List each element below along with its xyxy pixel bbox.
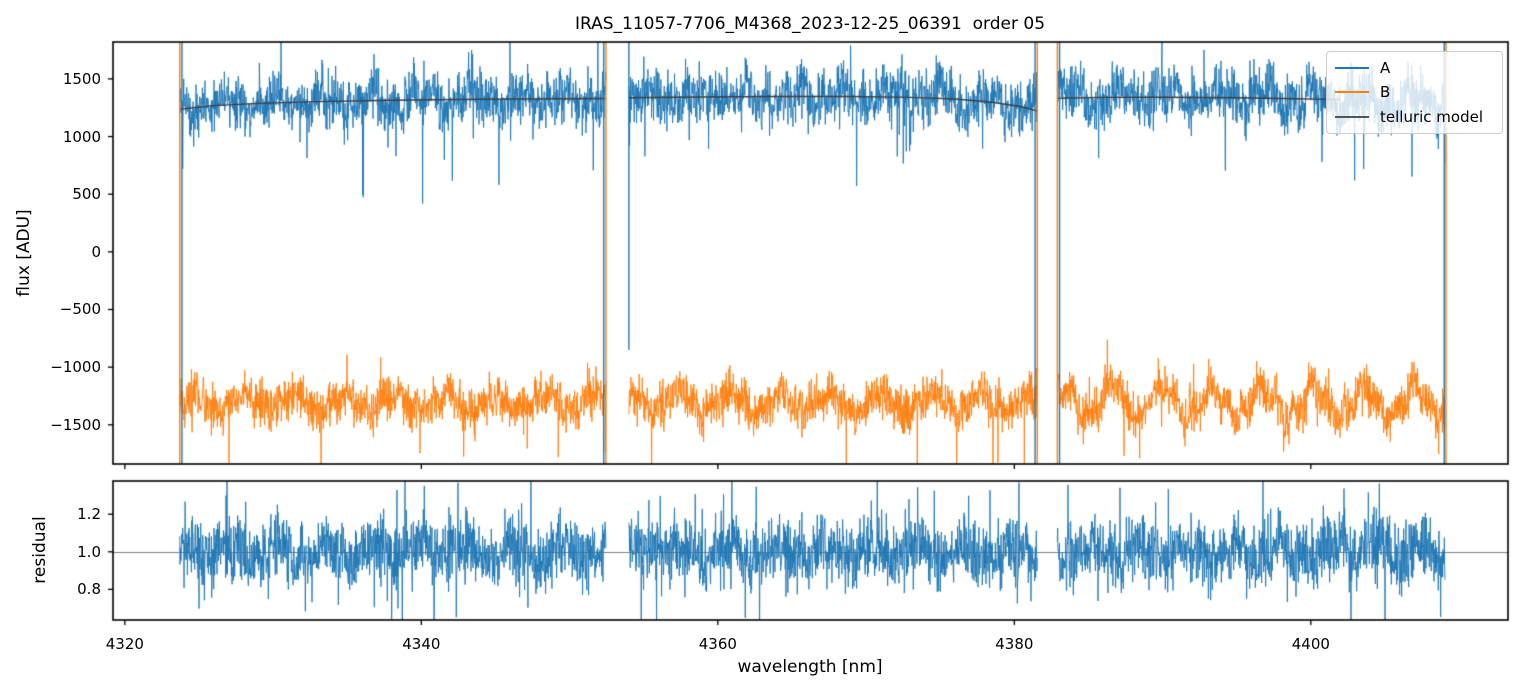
- flux-tick-label: 0: [91, 242, 101, 261]
- flux-tick-label: −1500: [50, 415, 101, 434]
- x-tick-label: 4320: [105, 635, 144, 653]
- legend-label-telluric-model: telluric model: [1380, 107, 1484, 126]
- legend-item-b: B: [1335, 83, 1494, 101]
- residual-tick-label: 1.2: [77, 505, 101, 524]
- x-axis-label: wavelength [nm]: [737, 657, 883, 677]
- x-tick-label: 4380: [995, 635, 1034, 653]
- flux-tick-label: −500: [59, 300, 101, 319]
- legend-label-a: A: [1380, 59, 1391, 78]
- x-tick-label: 4360: [698, 635, 737, 653]
- flux-tick-label: 1000: [62, 127, 101, 146]
- legend-line-telluric-icon: [1335, 115, 1369, 118]
- chart-title: IRAS_11057-7706_M4368_2023-12-25_06391 o…: [574, 14, 1046, 34]
- legend-label-b: B: [1380, 83, 1391, 102]
- flux-tick-label: −1000: [50, 358, 101, 377]
- flux-tick-label: 500: [72, 185, 101, 204]
- legend-line-b-icon: [1335, 91, 1369, 94]
- x-tick-label: 4400: [1291, 635, 1330, 653]
- legend: A B telluric model: [1326, 51, 1503, 134]
- legend-item-a: A: [1335, 59, 1494, 77]
- residual-tick-label: 0.8: [77, 580, 101, 599]
- legend-item-telluric-model: telluric model: [1335, 108, 1494, 126]
- flux-tick-label: 1500: [62, 69, 101, 88]
- residual-tick-label: 1.0: [77, 542, 101, 561]
- legend-line-a-icon: [1335, 67, 1369, 70]
- x-tick-label: 4340: [402, 635, 441, 653]
